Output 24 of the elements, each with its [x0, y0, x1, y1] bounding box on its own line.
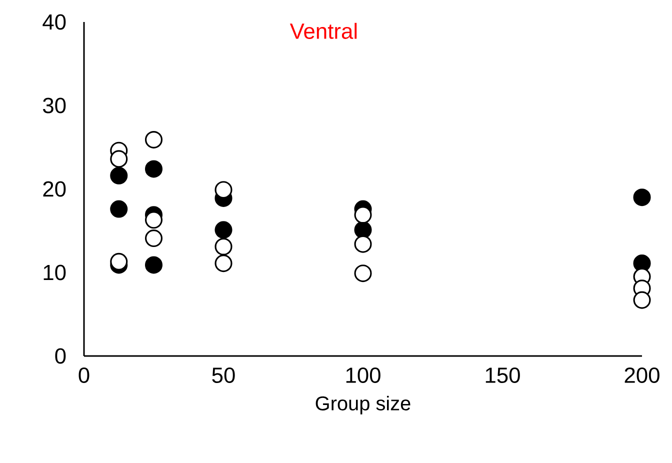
- x-tick-label: 0: [78, 367, 90, 384]
- x-axis-title: Group size: [316, 396, 410, 414]
- x-tick-label: 150: [486, 367, 520, 384]
- chart-title: Ventral: [290, 22, 357, 39]
- point: [214, 181, 232, 199]
- point: [144, 160, 163, 178]
- y-tick-label: 0: [55, 348, 66, 364]
- point: [110, 200, 128, 218]
- y-tick-label: 30: [42, 98, 66, 114]
- y-tick-label: 20: [43, 181, 66, 197]
- point: [144, 211, 163, 229]
- point: [110, 252, 128, 270]
- y-tick-label: 10: [44, 264, 66, 280]
- point: [354, 206, 372, 224]
- point: [214, 221, 232, 239]
- x-tick-label: 200: [624, 367, 660, 384]
- x-tick-label: 50: [212, 367, 235, 384]
- point: [110, 150, 128, 168]
- y-tick-label: 40: [42, 14, 66, 30]
- x-tick-label: 100: [346, 367, 380, 384]
- point: [110, 166, 128, 184]
- point: [144, 256, 163, 274]
- point: [633, 291, 651, 309]
- point: [633, 188, 651, 206]
